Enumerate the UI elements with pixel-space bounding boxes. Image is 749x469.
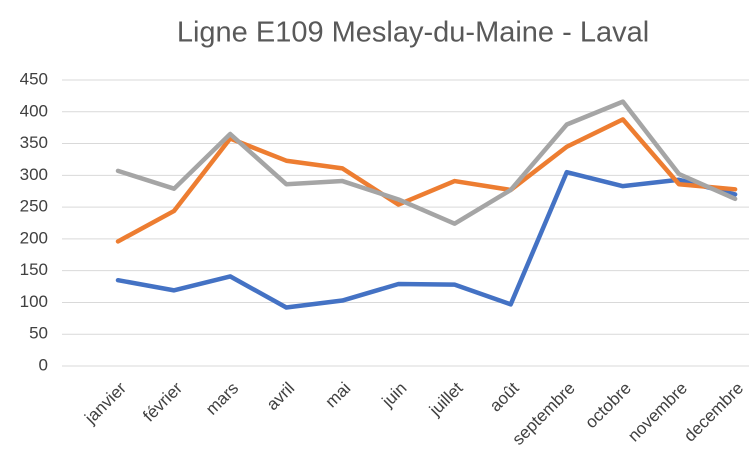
x-tick-label: octobre [581, 379, 635, 433]
x-tick-label: février [139, 378, 186, 425]
y-tick-label: 150 [20, 260, 48, 279]
x-tick-label: juin [378, 379, 411, 412]
series-line [115, 99, 738, 226]
chart-title: Ligne E109 Meslay-du-Maine - Laval [177, 17, 649, 49]
x-tick-label: decembre [680, 379, 747, 446]
x-tick-label: novembre [624, 379, 691, 446]
series-line [115, 117, 738, 244]
x-tick-label: août [486, 378, 523, 415]
y-tick-label: 100 [20, 292, 48, 311]
y-tick-label: 50 [29, 324, 48, 343]
y-tick-label: 300 [20, 165, 48, 184]
y-tick-label: 250 [20, 197, 48, 216]
x-tick-label: juillet [425, 378, 467, 420]
y-tick-label: 400 [20, 101, 48, 120]
y-tick-label: 0 [39, 355, 48, 374]
series-line [115, 169, 738, 310]
y-tick-label: 200 [20, 228, 48, 247]
x-tick-label: avril [263, 379, 298, 414]
y-tick-label: 350 [20, 133, 48, 152]
y-tick-label: 450 [20, 69, 48, 88]
x-tick-label: janvier [80, 378, 130, 428]
x-tick-label: mars [202, 379, 242, 419]
x-tick-label: mai [322, 379, 355, 412]
